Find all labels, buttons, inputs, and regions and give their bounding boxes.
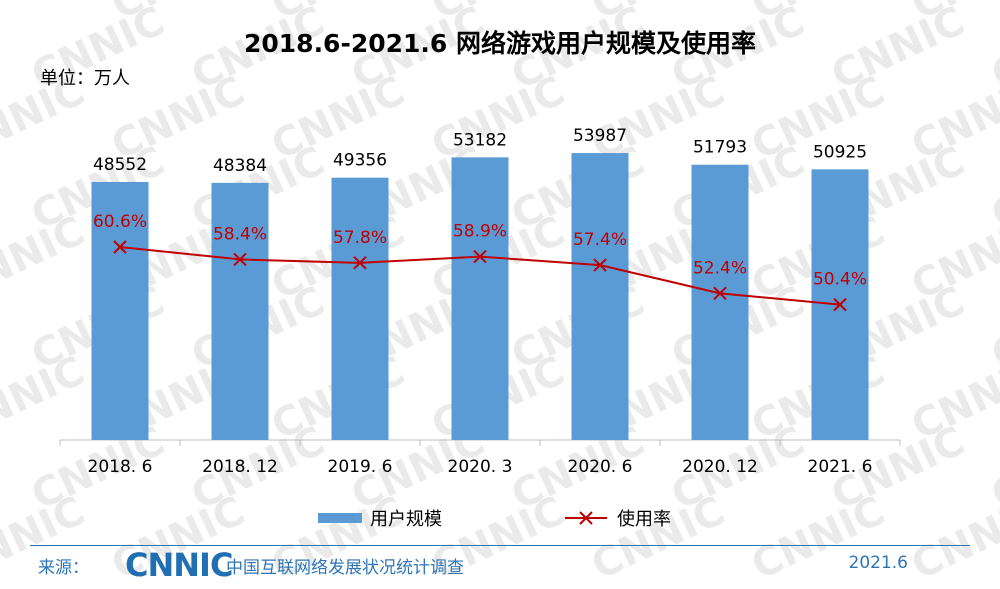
cnnic-logo: CNNIC [125,546,233,584]
legend-line-label: 使用率 [617,509,671,530]
bar [571,153,629,440]
chart-title: 2018.6-2021.6 网络游戏用户规模及使用率 [243,29,757,58]
bar-value-label: 49356 [333,151,387,171]
footer-divider [30,545,970,546]
rate-marker [353,256,367,270]
rate-marker [113,240,127,254]
rate-marker [233,252,247,267]
survey-name: 中国互联网络发展状况统计调查 [226,558,464,578]
rate-value-label: 57.8% [333,228,387,248]
rate-marker [833,297,847,312]
x-tick-label: 2019. 6 [328,457,393,477]
x-tick-label: 2020. 12 [682,457,758,477]
rate-value-label: 50.4% [813,270,867,290]
bar-value-label: 50925 [813,142,867,162]
bar-value-label: 51793 [693,138,747,158]
bar [211,182,269,440]
x-tick-label: 2020. 3 [448,457,513,477]
bar-value-label: 53987 [573,126,627,146]
bar [691,164,749,440]
bar-value-label: 53182 [453,130,507,150]
rate-value-label: 58.4% [213,224,267,244]
x-tick-label: 2018. 6 [88,457,153,477]
bar-value-label: 48384 [213,156,267,176]
legend-line-swatch [565,511,607,525]
source-label: 来源： [38,558,89,578]
legend-bar-swatch [318,513,362,523]
rate-value-label: 57.4% [573,230,627,250]
x-tick-label: 2018. 12 [202,457,278,477]
x-tick-label: 2020. 6 [568,457,633,477]
footer: 来源： CNNIC 中国互联网络发展状况统计调查 2021.6 [30,546,970,584]
bar [331,177,389,440]
footer-date: 2021.6 [848,553,908,573]
legend-item-bars: 用户规模 [318,505,442,531]
rate-marker [713,286,727,301]
rate-marker [473,249,487,264]
rate-marker [593,258,607,272]
rate-value-label: 58.9% [453,222,507,242]
x-tick-label: 2021. 6 [808,457,873,477]
bar-value-label: 48552 [93,155,147,175]
bar [451,157,509,440]
rate-value-label: 52.4% [693,258,747,278]
unit-label: 单位：万人 [40,68,130,89]
legend-item-line: 使用率 [563,505,671,531]
rate-value-label: 60.6% [93,212,147,232]
legend-bar-label: 用户规模 [370,509,442,530]
bar [91,181,149,440]
